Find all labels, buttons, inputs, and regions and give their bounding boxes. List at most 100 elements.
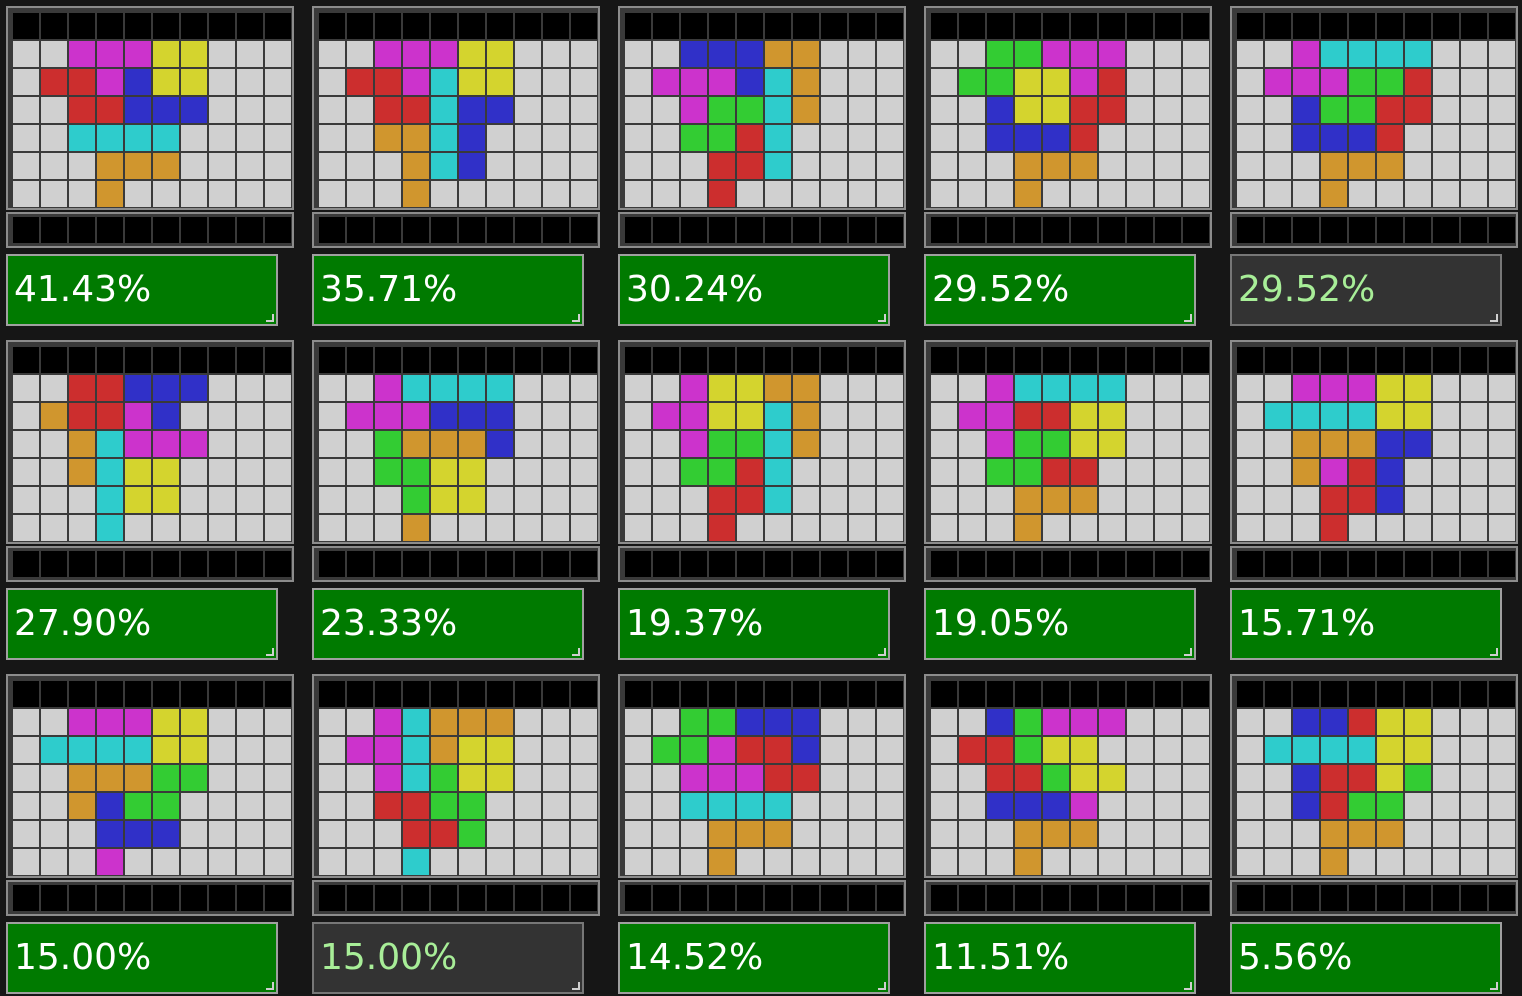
board-cell	[709, 821, 735, 847]
result-card[interactable]: 14.52%	[614, 670, 910, 996]
resize-grip-icon[interactable]	[1184, 982, 1192, 990]
result-card[interactable]: 35.71%	[308, 2, 604, 328]
resize-grip-icon[interactable]	[572, 648, 580, 656]
result-card[interactable]: 23.33%	[308, 336, 604, 662]
resize-grip-icon[interactable]	[1490, 648, 1498, 656]
resize-grip-icon[interactable]	[1490, 314, 1498, 322]
board-cell	[209, 347, 235, 373]
score-field[interactable]: 15.00%	[312, 922, 584, 994]
board-cell	[1071, 821, 1097, 847]
result-card[interactable]: 19.37%	[614, 336, 910, 662]
board-cell	[431, 515, 457, 541]
board-cell	[265, 821, 291, 847]
score-field[interactable]: 27.90%	[6, 588, 278, 660]
score-field[interactable]: 15.71%	[1230, 588, 1502, 660]
tray-cell	[877, 885, 903, 911]
board-cell	[97, 375, 123, 401]
board-cell	[931, 13, 957, 39]
result-card[interactable]: 29.52%	[920, 2, 1216, 328]
game-board	[312, 340, 600, 544]
board-cell	[237, 681, 263, 707]
board-cell	[1183, 765, 1209, 791]
board-cell	[347, 431, 373, 457]
board-cell	[653, 375, 679, 401]
board-cell	[1127, 181, 1153, 207]
resize-grip-icon[interactable]	[572, 982, 580, 990]
board-cell	[347, 97, 373, 123]
board-cell	[487, 181, 513, 207]
resize-grip-icon[interactable]	[878, 314, 886, 322]
board-cell	[125, 347, 151, 373]
board-cell	[515, 13, 541, 39]
score-field[interactable]: 19.37%	[618, 588, 890, 660]
board-cell	[821, 515, 847, 541]
board-cell	[1265, 403, 1291, 429]
board-cell	[625, 765, 651, 791]
score-field[interactable]: 35.71%	[312, 254, 584, 326]
board-cell	[849, 849, 875, 875]
board-cell	[1461, 765, 1487, 791]
board-cell	[209, 403, 235, 429]
board-cell	[459, 849, 485, 875]
resize-grip-icon[interactable]	[266, 314, 274, 322]
board-cell	[1043, 403, 1069, 429]
score-field[interactable]: 11.51%	[924, 922, 1196, 994]
board-cell	[1237, 69, 1263, 95]
resize-grip-icon[interactable]	[1490, 982, 1498, 990]
board-cell	[1489, 181, 1515, 207]
board-cell	[765, 737, 791, 763]
board-cell	[653, 13, 679, 39]
score-field[interactable]: 5.56%	[1230, 922, 1502, 994]
board-cell	[237, 793, 263, 819]
board-cell	[877, 125, 903, 151]
resize-grip-icon[interactable]	[878, 982, 886, 990]
board-cell	[125, 459, 151, 485]
board-cell	[1237, 41, 1263, 67]
result-card[interactable]: 15.00%	[2, 670, 298, 996]
score-field[interactable]: 41.43%	[6, 254, 278, 326]
board-cell	[681, 459, 707, 485]
board-cell	[265, 13, 291, 39]
resize-grip-icon[interactable]	[266, 648, 274, 656]
board-cell	[1489, 793, 1515, 819]
result-card[interactable]: 5.56%	[1226, 670, 1522, 996]
score-field[interactable]: 30.24%	[618, 254, 890, 326]
score-field[interactable]: 19.05%	[924, 588, 1196, 660]
score-field[interactable]: 15.00%	[6, 922, 278, 994]
result-card[interactable]: 29.52%	[1226, 2, 1522, 328]
board-cell	[515, 515, 541, 541]
resize-grip-icon[interactable]	[572, 314, 580, 322]
board-cell	[97, 13, 123, 39]
score-field[interactable]: 23.33%	[312, 588, 584, 660]
resize-grip-icon[interactable]	[878, 648, 886, 656]
board-cell	[431, 403, 457, 429]
board-cell	[681, 821, 707, 847]
resize-grip-icon[interactable]	[1184, 314, 1192, 322]
tray-cell	[987, 885, 1013, 911]
board-cell	[403, 793, 429, 819]
score-field[interactable]: 14.52%	[618, 922, 890, 994]
result-card[interactable]: 30.24%	[614, 2, 910, 328]
board-cell	[1405, 41, 1431, 67]
board-cell	[41, 347, 67, 373]
board-cell	[1321, 403, 1347, 429]
result-card[interactable]: 19.05%	[920, 336, 1216, 662]
score-field[interactable]: 29.52%	[924, 254, 1196, 326]
tray-cell	[1127, 885, 1153, 911]
resize-grip-icon[interactable]	[1184, 648, 1192, 656]
board-cell	[237, 13, 263, 39]
score-field[interactable]: 29.52%	[1230, 254, 1502, 326]
board-cell	[1127, 403, 1153, 429]
resize-grip-icon[interactable]	[266, 982, 274, 990]
board-cell	[571, 97, 597, 123]
result-card[interactable]: 15.00%	[308, 670, 604, 996]
board-cell	[1127, 765, 1153, 791]
result-card[interactable]: 15.71%	[1226, 336, 1522, 662]
result-card[interactable]: 11.51%	[920, 670, 1216, 996]
board-cell	[347, 793, 373, 819]
board-cell	[459, 793, 485, 819]
board-cell	[987, 13, 1013, 39]
result-card[interactable]: 27.90%	[2, 336, 298, 662]
board-cell	[1489, 765, 1515, 791]
result-card[interactable]: 41.43%	[2, 2, 298, 328]
